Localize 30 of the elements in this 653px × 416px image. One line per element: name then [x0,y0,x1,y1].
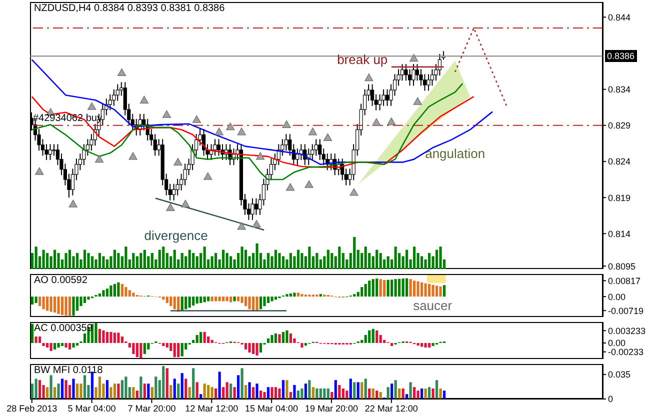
y-tick-label: 0.00 [608,292,626,302]
y-tick-label: 0.824 [608,156,631,167]
y-tick-label: 0.834 [608,84,631,95]
x-tick-label: 28 Feb 2013 [6,403,58,414]
ref-line-label: 0.8386 [605,50,637,62]
y-tick-label: 0.814 [608,228,631,239]
x-tick-label: 15 Mar 04:00 [245,403,298,414]
y-tick-label: 0 [608,394,614,404]
y-tick-label: 0.003233 [608,326,646,336]
x-tick-label: 19 Mar 20:00 [304,403,358,414]
annotation: divergence [144,228,208,243]
y-tick-label: -0.00233 [608,347,644,358]
y-tick-label: 0.8095 [608,261,636,272]
chart-title: NZDUSD,H4 0.8384 0.8393 0.8381 0.8386 [34,3,225,14]
x-tick-label: 7 Mar 20:00 [128,403,176,414]
y-tick-label: 0.829 [608,120,631,131]
y-tick-label: -0.00719 [608,306,644,316]
y-tick-label: 0.819 [608,192,631,203]
x-tick-label: 22 Mar 12:00 [364,403,418,414]
x-tick-label: 12 Mar 12:00 [185,403,238,414]
annotation: angulation [425,146,486,162]
x-tick-label: 5 Mar 04:00 [68,403,116,414]
y-tick-label: 0.844 [608,12,631,22]
y-tick-label: 0.00817 [608,276,641,286]
y-tick-label: 0.00 [608,338,626,348]
chart-title: AO 0.00592 [34,275,88,286]
annotation: saucer [413,298,452,313]
chart-title: BW MFI 0.0118 [34,365,103,376]
annotation: break up [337,52,388,68]
y-tick-label: 0.035 [608,370,631,380]
